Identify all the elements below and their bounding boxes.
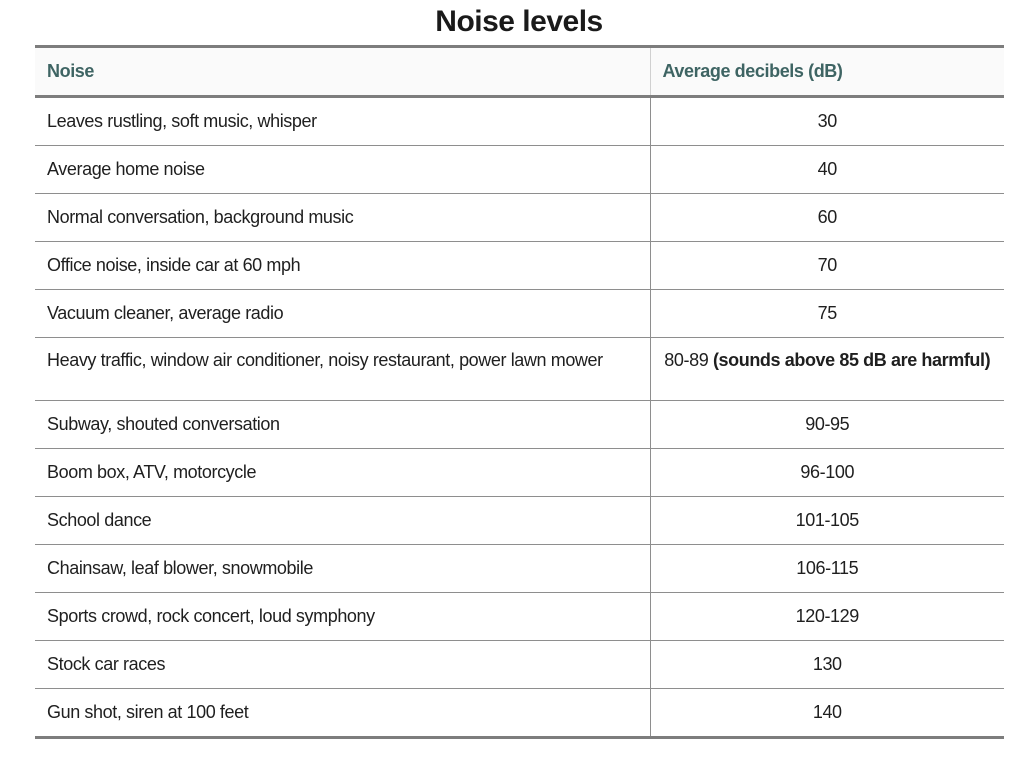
noise-cell: Gun shot, siren at 100 feet — [47, 702, 249, 722]
noise-cell: Stock car races — [47, 654, 166, 674]
decibel-cell: 40 — [649, 145, 1004, 194]
noise-cell: Heavy traffic, window air conditioner, n… — [47, 350, 603, 370]
decibel-value: 80-89 — [664, 350, 709, 370]
harmful-note: (sounds above 85 dB are harmful) — [712, 350, 991, 370]
decibel-cell: 60 — [649, 193, 1004, 242]
noise-cell: Average home noise — [47, 159, 205, 179]
table-row: Office noise, inside car at 60 mph 70 — [35, 241, 1004, 290]
noise-cell: Sports crowd, rock concert, loud symphon… — [47, 606, 375, 626]
table-row: Sports crowd, rock concert, loud symphon… — [35, 592, 1004, 641]
noise-cell: Leaves rustling, soft music, whisper — [47, 111, 317, 131]
page-title: Noise levels — [435, 5, 603, 38]
noise-levels-table: Noise Average decibels (dB) Leaves rustl… — [35, 45, 1004, 739]
noise-cell: Boom box, ATV, motorcycle — [47, 462, 257, 482]
noise-cell: Vacuum cleaner, average radio — [47, 303, 284, 323]
table-row: Leaves rustling, soft music, whisper 30 — [35, 96, 1004, 146]
table-row: Chainsaw, leaf blower, snowmobile 106-11… — [35, 544, 1004, 593]
table-row: Gun shot, siren at 100 feet 140 — [35, 688, 1004, 738]
column-header-noise: Noise — [47, 61, 95, 81]
decibel-cell: 140 — [649, 688, 1004, 738]
table-row: Average home noise 40 — [35, 145, 1004, 194]
decibel-cell: 80-89 (sounds above 85 dB are harmful) — [649, 337, 1004, 401]
noise-cell: Subway, shouted conversation — [47, 414, 280, 434]
noise-cell: Office noise, inside car at 60 mph — [47, 255, 301, 275]
table-row: Normal conversation, background music 60 — [35, 193, 1004, 242]
table-row: School dance 101-105 — [35, 496, 1004, 545]
noise-cell: Chainsaw, leaf blower, snowmobile — [47, 558, 313, 578]
column-header-decibels: Average decibels (dB) — [649, 46, 1004, 97]
table-row: Vacuum cleaner, average radio 75 — [35, 289, 1004, 338]
table-row: Heavy traffic, window air conditioner, n… — [35, 337, 1004, 401]
noise-cell: School dance — [47, 510, 152, 530]
decibel-cell: 101-105 — [649, 496, 1004, 545]
decibel-cell: 96-100 — [649, 448, 1004, 497]
table-row: Boom box, ATV, motorcycle 96-100 — [35, 448, 1004, 497]
decibel-cell: 106-115 — [649, 544, 1004, 593]
noise-cell: Normal conversation, background music — [47, 207, 354, 227]
table-row: Stock car races 130 — [35, 640, 1004, 689]
table-row: Subway, shouted conversation 90-95 — [35, 400, 1004, 449]
decibel-cell: 130 — [649, 640, 1004, 689]
table-header-row: Noise Average decibels (dB) — [35, 46, 1004, 97]
decibel-cell: 70 — [649, 241, 1004, 290]
decibel-cell: 30 — [649, 96, 1004, 146]
decibel-cell: 90-95 — [649, 400, 1004, 449]
decibel-cell: 120-129 — [649, 592, 1004, 641]
decibel-cell: 75 — [649, 289, 1004, 338]
